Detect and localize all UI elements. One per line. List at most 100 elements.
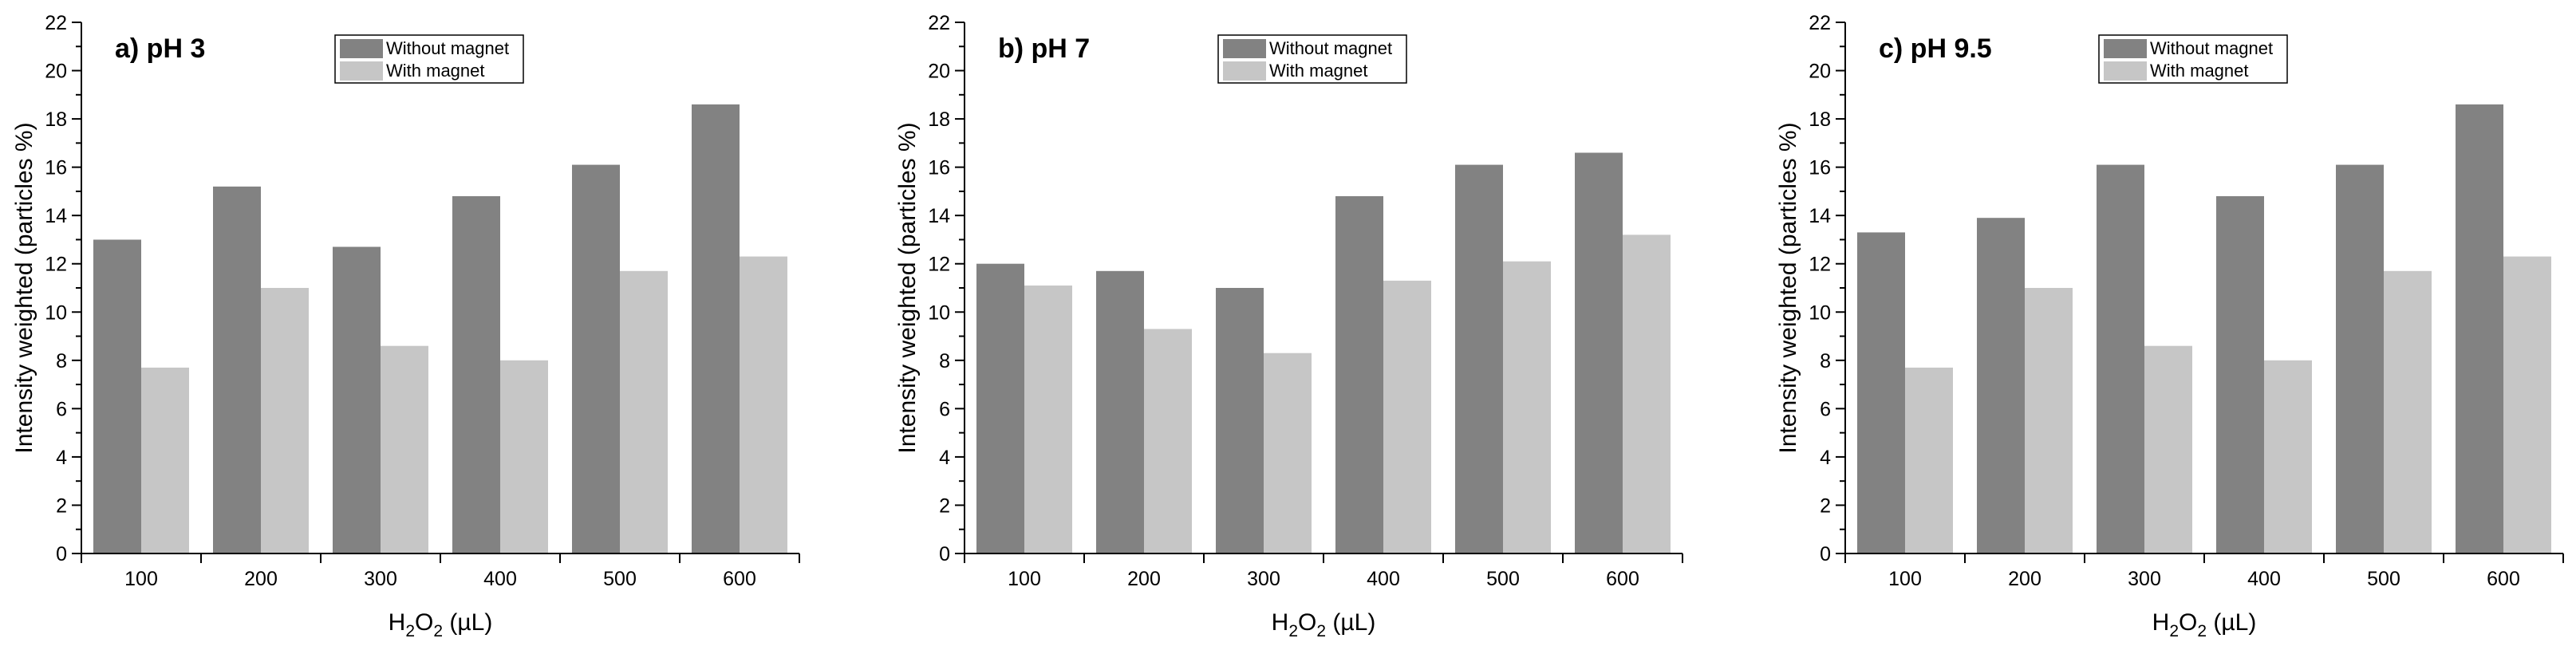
bar-without-magnet-200: [213, 186, 261, 553]
bar-without-magnet-300: [2097, 164, 2144, 553]
x-tick-label: 300: [2128, 568, 2161, 590]
x-tick-label: 100: [124, 568, 158, 590]
x-tick-label: 400: [483, 568, 517, 590]
bar-with-magnet-300: [1264, 353, 1312, 553]
y-tick-label: 10: [1809, 301, 1831, 324]
bar-without-magnet-600: [1575, 152, 1623, 553]
bar-without-magnet-100: [976, 263, 1024, 553]
bar-without-magnet-600: [2456, 104, 2503, 553]
y-tick-label: 4: [56, 447, 67, 469]
x-tick-label: 300: [364, 568, 397, 590]
bar-with-magnet-100: [1024, 286, 1072, 553]
legend-label-with-magnet: With magnet: [1269, 61, 1368, 81]
y-tick-label: 8: [939, 350, 950, 372]
legend-swatch-without-magnet: [2104, 39, 2147, 58]
panel-title: a) pH 3: [115, 33, 205, 64]
y-tick-label: 0: [1820, 543, 1831, 565]
y-tick-label: 18: [928, 108, 950, 131]
bar-with-magnet-500: [1503, 261, 1551, 553]
legend-swatch-with-magnet: [2104, 61, 2147, 81]
bar-without-magnet-500: [572, 164, 620, 553]
y-tick-label: 10: [45, 301, 67, 324]
x-tick-label: 100: [1008, 568, 1041, 590]
y-tick-label: 20: [1809, 61, 1831, 83]
y-tick-label: 14: [45, 205, 67, 227]
y-axis-label: Intensity weighted (particles %): [894, 122, 921, 453]
bar-with-magnet-300: [2144, 345, 2192, 553]
bar-with-magnet-100: [1905, 367, 1953, 553]
y-tick-label: 14: [1809, 205, 1831, 227]
x-axis-label: H2O2 (µL): [389, 609, 493, 640]
bar-without-magnet-600: [692, 104, 740, 553]
panel-title: c) pH 9.5: [1879, 33, 1992, 64]
bar-without-magnet-200: [1096, 270, 1144, 553]
legend-label-with-magnet: With magnet: [2150, 61, 2249, 81]
bar-with-magnet-500: [620, 270, 668, 553]
legend-swatch-with-magnet: [1223, 61, 1266, 81]
legend-label-without-magnet: Without magnet: [1269, 38, 1392, 58]
y-tick-label: 22: [45, 12, 67, 34]
bar-with-magnet-400: [2264, 360, 2312, 553]
y-tick-label: 16: [45, 157, 67, 179]
x-tick-label: 500: [603, 568, 637, 590]
y-tick-label: 20: [45, 61, 67, 83]
legend-label-without-magnet: Without magnet: [386, 38, 509, 58]
y-tick-label: 18: [45, 108, 67, 131]
chart-panel-1: 0 2 4 6 8 10 12 14 16 18 20 22 100 200 300 400 500 600 a) …: [11, 12, 800, 640]
x-tick-label: 600: [1606, 568, 1639, 590]
x-tick-label: 600: [2487, 568, 2520, 590]
bar-with-magnet-300: [381, 345, 428, 553]
chart-panel-2: 0 2 4 6 8 10 12 14 16 18 20 22 100 200 300 400 500 600 b) …: [894, 12, 1683, 640]
x-tick-label: 100: [1888, 568, 1922, 590]
x-tick-label: 500: [1486, 568, 1520, 590]
y-tick-label: 16: [928, 157, 950, 179]
bar-without-magnet-300: [333, 246, 381, 553]
bar-without-magnet-100: [93, 239, 141, 553]
y-tick-label: 22: [928, 12, 950, 34]
y-axis-label: Intensity weighted (particles %): [11, 122, 37, 453]
x-tick-label: 600: [723, 568, 756, 590]
legend-swatch-without-magnet: [1223, 39, 1266, 58]
y-tick-label: 4: [1820, 447, 1831, 469]
x-tick-label: 400: [2247, 568, 2281, 590]
bar-with-magnet-600: [740, 256, 787, 553]
bar-with-magnet-400: [1383, 280, 1431, 553]
x-tick-label: 300: [1247, 568, 1280, 590]
y-tick-label: 6: [939, 398, 950, 420]
bar-with-magnet-600: [1623, 234, 1671, 553]
x-axis-label: H2O2 (µL): [1272, 609, 1376, 640]
y-axis-label: Intensity weighted (particles %): [1775, 122, 1801, 453]
y-tick-label: 12: [1809, 254, 1831, 276]
bar-without-magnet-400: [2216, 196, 2264, 553]
bar-with-magnet-100: [141, 367, 189, 553]
x-tick-label: 200: [2008, 568, 2041, 590]
y-tick-label: 18: [1809, 108, 1831, 131]
bar-without-magnet-100: [1857, 232, 1905, 553]
bar-without-magnet-400: [1335, 196, 1383, 553]
y-tick-label: 14: [928, 205, 950, 227]
y-tick-label: 10: [928, 301, 950, 324]
y-tick-label: 0: [939, 543, 950, 565]
y-tick-label: 16: [1809, 157, 1831, 179]
chart-panel-3: 0 2 4 6 8 10 12 14 16 18 20 22 100 200 300 400 500 600 c) …: [1775, 12, 2564, 640]
legend-label-with-magnet: With magnet: [386, 61, 485, 81]
bar-without-magnet-200: [1977, 218, 2025, 553]
x-tick-label: 400: [1367, 568, 1400, 590]
x-tick-label: 200: [1127, 568, 1161, 590]
y-tick-label: 0: [56, 543, 67, 565]
bar-with-magnet-500: [2384, 270, 2432, 553]
y-tick-label: 6: [1820, 398, 1831, 420]
panel-title: b) pH 7: [998, 33, 1090, 64]
bar-with-magnet-200: [261, 288, 309, 553]
legend-label-without-magnet: Without magnet: [2150, 38, 2273, 58]
legend-swatch-with-magnet: [340, 61, 383, 81]
bar-without-magnet-500: [1455, 164, 1503, 553]
y-tick-label: 2: [56, 494, 67, 517]
bar-with-magnet-200: [1144, 329, 1192, 553]
bar-without-magnet-300: [1216, 288, 1264, 553]
y-tick-label: 8: [56, 350, 67, 372]
y-tick-label: 6: [56, 398, 67, 420]
y-tick-label: 20: [928, 61, 950, 83]
bar-without-magnet-500: [2336, 164, 2384, 553]
